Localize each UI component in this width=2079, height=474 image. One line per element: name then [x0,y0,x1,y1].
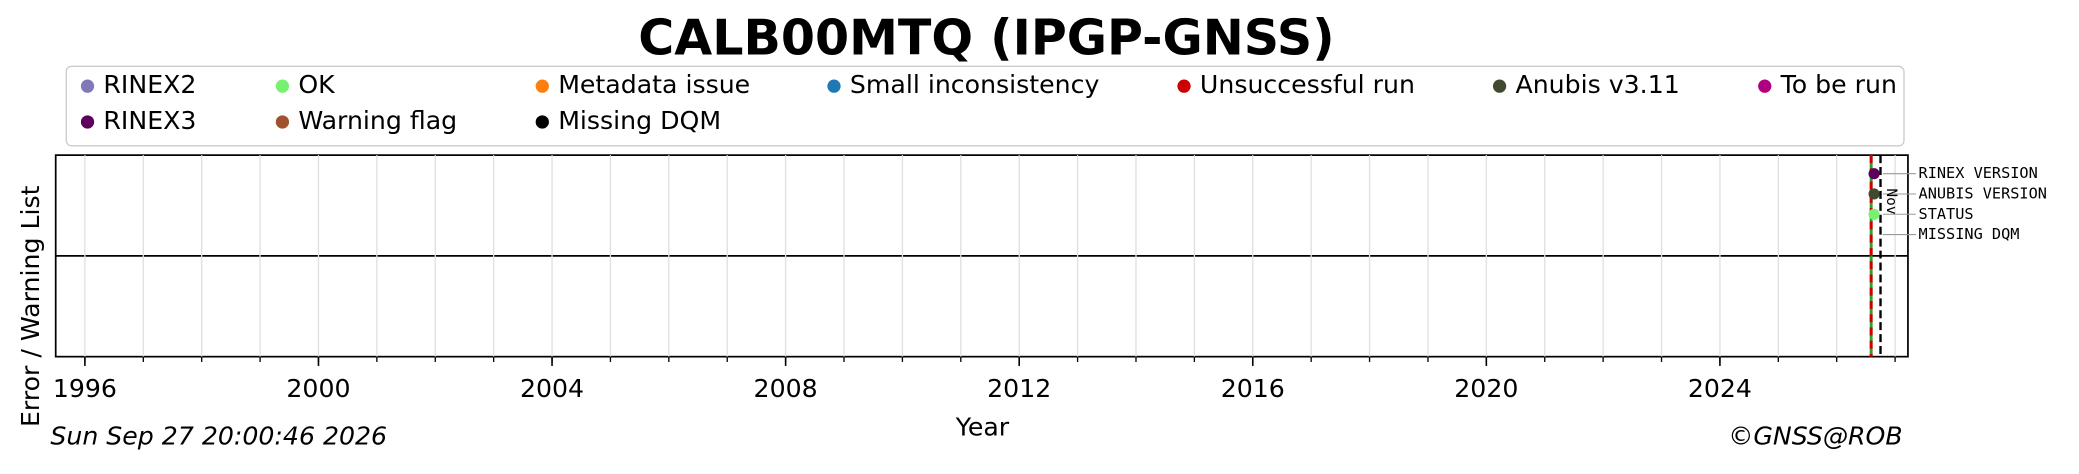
chart-title: CALB00MTQ (IPGP-GNSS) [638,9,1334,67]
status-point [1868,208,1880,220]
x-tick-label: 2004 [520,374,584,403]
legend-marker [827,79,841,93]
legend-label: Anubis v3.11 [1515,70,1679,99]
legend-label: RINEX3 [103,106,196,135]
x-tick-label: 2020 [1454,374,1518,403]
y-axis-label: Error / Warning List [16,185,45,427]
x-tick-label: 2024 [1688,374,1752,403]
copyright: ©GNSS@ROB [1728,422,1902,451]
legend-label: Warning flag [298,106,457,135]
row-label: RINEX VERSION [1919,164,2038,182]
x-tick-label: 2008 [754,374,818,403]
legend-label: Metadata issue [558,70,750,99]
legend-marker [80,115,95,129]
legend-marker [535,115,549,129]
x-axis-label: Year [955,412,1010,441]
legend-label: RINEX2 [103,70,196,99]
legend-label: Unsuccessful run [1200,70,1415,99]
row-label: ANUBIS VERSION [1919,184,2047,202]
legend-label: Missing DQM [558,106,721,135]
event-label: Nov [1883,188,1900,215]
x-tick-label: 2000 [286,374,350,403]
legend-marker [1758,79,1772,93]
legend-marker [1177,79,1191,93]
date: Sun Sep 27 20:00:46 2026 [50,422,387,451]
row-label: STATUS [1919,205,1974,223]
x-tick-label: 1996 [53,374,117,403]
x-tick-label: 2012 [987,374,1051,403]
legend-label: Small inconsistency [850,70,1100,99]
status-point [1868,168,1880,180]
legend-label: OK [298,70,336,99]
legend-marker [80,79,95,93]
legend-marker [535,79,549,93]
legend-marker [275,79,290,93]
legend-label: To be run [1780,70,1897,99]
legend-box [65,65,1905,147]
x-tick-label: 2016 [1221,374,1285,403]
legend-marker [275,115,290,129]
status-point [1868,188,1880,200]
legend-marker [1492,79,1507,93]
row-label: MISSING DQM [1919,225,2020,243]
